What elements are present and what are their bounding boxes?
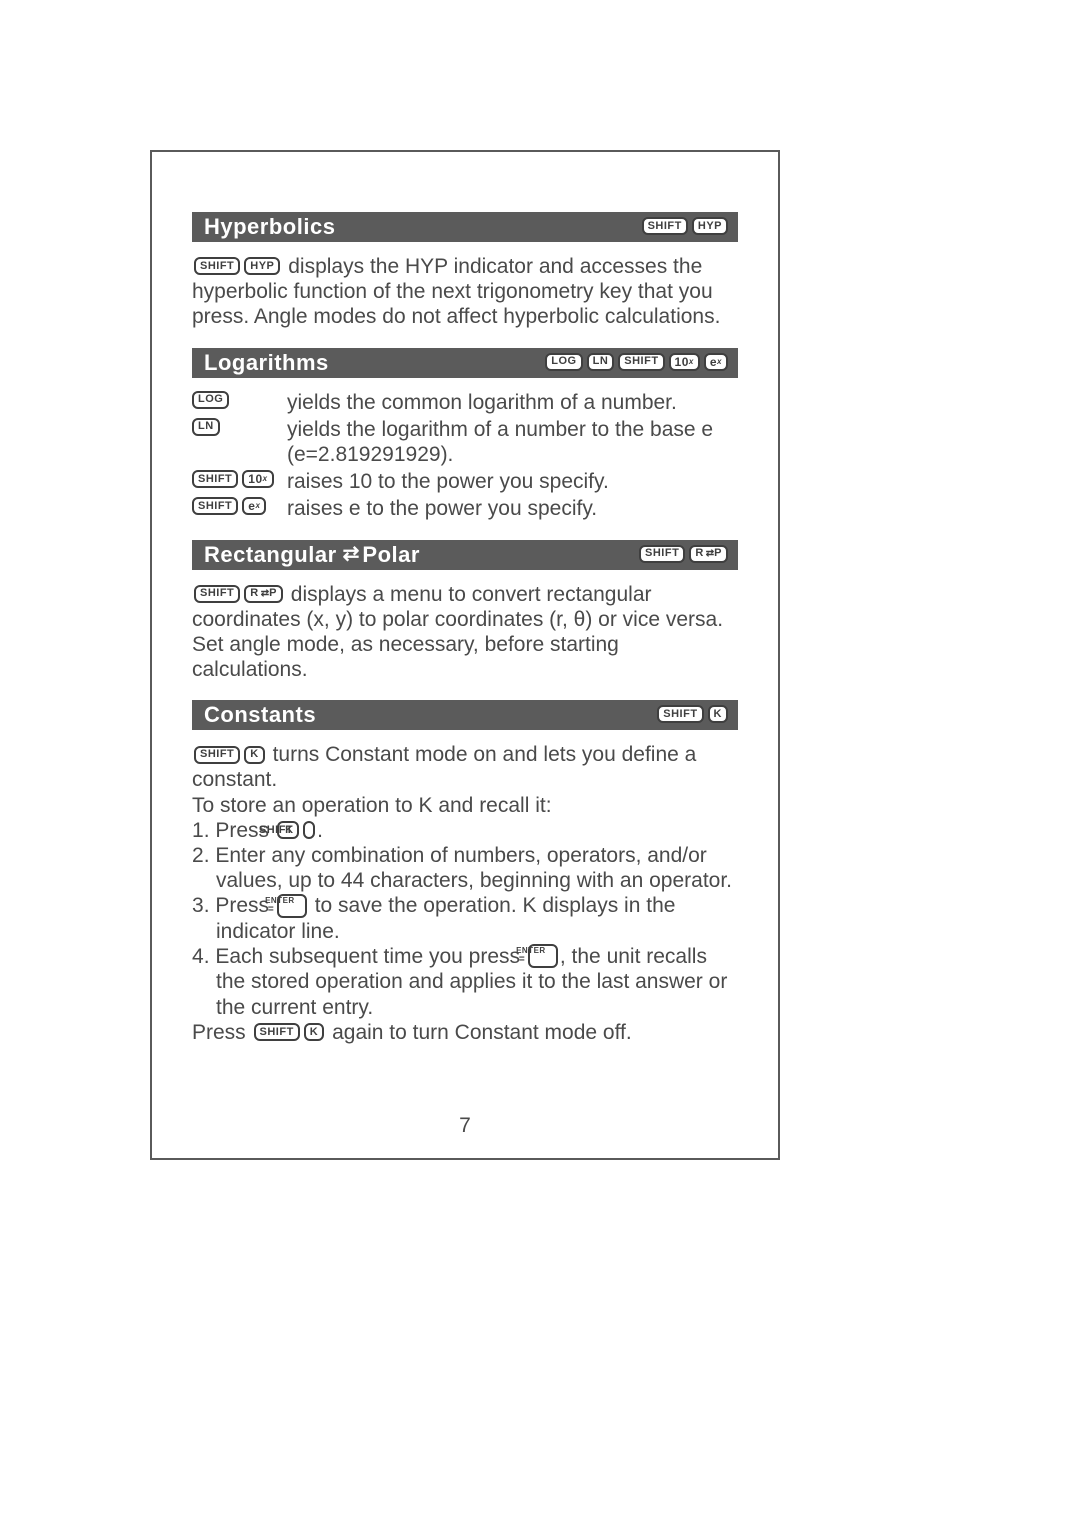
ln-key-icon: LN: [587, 353, 615, 371]
shift-key-icon: SHIFT: [254, 1023, 300, 1041]
e-x-key-icon: ex: [242, 497, 266, 515]
k-key-icon: K: [244, 746, 264, 764]
section-header-keys: SHIFT K: [657, 706, 728, 724]
store-line: To store an operation to K and recall it…: [192, 793, 738, 818]
row-keys: LOG: [192, 390, 287, 415]
section-header-keys: SHIFT R ⇄ P: [639, 546, 728, 564]
k-key-icon: K: [304, 1023, 324, 1041]
enter-key-icon: ENTER=: [528, 944, 558, 968]
section-header-logarithms: Logarithms LOG LN SHIFT 10x ex: [192, 348, 738, 378]
section-header-hyperbolics: Hyperbolics SHIFT HYP: [192, 212, 738, 242]
section-header-constants: Constants SHIFT K: [192, 700, 738, 730]
ln-key-icon: LN: [192, 418, 220, 436]
section-header-keys: SHIFT HYP: [642, 218, 728, 236]
ten-x-key-icon: 10x: [242, 470, 273, 488]
section-title: Logarithms: [204, 350, 329, 376]
hyp-key-icon: HYP: [244, 257, 280, 275]
row-desc: raises 10 to the power you specify.: [287, 469, 738, 494]
shift-key-icon: SHIFT: [194, 585, 240, 603]
log-key-icon: LOG: [192, 391, 229, 409]
row-desc: yields the common logarithm of a number.: [287, 390, 738, 415]
hyp-key-icon: HYP: [692, 217, 728, 235]
constants-body: SHIFT K turns Constant mode on and lets …: [192, 742, 738, 1045]
row-keys: SHIFT ex: [192, 496, 287, 521]
ten-x-key-icon: 10x: [669, 353, 700, 371]
shift-key-icon: SHIFT: [618, 353, 664, 371]
section-header-keys: LOG LN SHIFT 10x ex: [545, 354, 728, 372]
shift-key-icon: SHIFT: [192, 497, 238, 515]
row-keys: SHIFT 10x: [192, 469, 287, 494]
shift-key-icon: SHIFT: [192, 470, 238, 488]
enter-key-icon: ENTER=: [277, 894, 307, 918]
shift-key-icon: SHIFT: [194, 746, 240, 764]
step-3: Press ENTER= to save the operation. K di…: [192, 893, 738, 944]
row-desc: yields the logarithm of a number to the …: [287, 417, 738, 467]
logarithms-table: LOG yields the common logarithm of a num…: [192, 390, 738, 522]
body-text: turns Constant mode on and lets you defi…: [192, 743, 696, 791]
row-desc: raises e to the power you specify.: [287, 496, 738, 521]
e-x-key-icon: ex: [704, 353, 728, 371]
shift-key-icon: SHIFT: [194, 257, 240, 275]
section-title: Rectangular ⇄ Polar: [204, 542, 420, 568]
section-title: Hyperbolics: [204, 214, 335, 240]
shift-key-icon: SHIFT: [639, 545, 685, 563]
rect-polar-body: SHIFT R ⇄ P displays a menu to convert r…: [192, 582, 738, 683]
log-key-icon: LOG: [545, 353, 582, 371]
step-1: Press SHIFT K .: [192, 818, 738, 843]
r-p-key-icon: R ⇄ P: [244, 585, 283, 603]
section-header-rect-polar: Rectangular ⇄ Polar SHIFT R ⇄ P: [192, 540, 738, 570]
step-2: Enter any combination of numbers, operat…: [192, 843, 738, 893]
constants-steps: Press SHIFT K . Enter any combination of…: [192, 818, 738, 1020]
k-key-icon: K: [708, 705, 728, 723]
page-number: 7: [152, 1114, 778, 1138]
manual-page: Hyperbolics SHIFT HYP SHIFT HYP displays…: [150, 150, 780, 1160]
hyperbolics-body: SHIFT HYP displays the HYP indicator and…: [192, 254, 738, 330]
section-title: Constants: [204, 702, 316, 728]
row-keys: LN: [192, 417, 287, 467]
r-p-key-icon: R ⇄ P: [689, 545, 728, 563]
step-4: Each subsequent time you press ENTER= , …: [192, 944, 738, 1020]
k-key-icon: K: [303, 821, 315, 839]
shift-key-icon: SHIFT: [657, 705, 703, 723]
shift-key-icon: SHIFT: [642, 217, 688, 235]
